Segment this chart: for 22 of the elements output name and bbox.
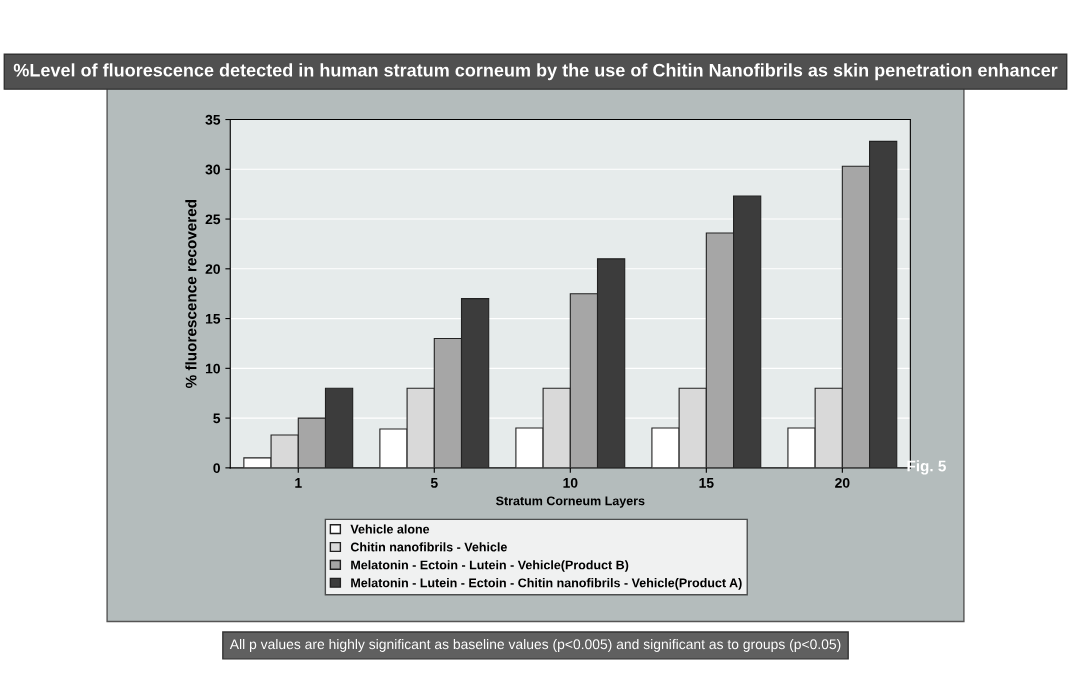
y-axis-title: % fluorescence recovered: [185, 200, 197, 388]
y-tick-label: 25: [205, 214, 221, 225]
y-tick-label: 30: [205, 164, 220, 175]
legend-label: Vehicle alone: [350, 524, 430, 534]
x-tick-label: 5: [430, 478, 438, 488]
x-axis-title: Stratum Corneum Layers: [496, 496, 645, 508]
x-tick-label: 10: [563, 477, 578, 488]
y-tick-label: 10: [205, 363, 220, 374]
x-tick-label: 20: [835, 477, 850, 488]
annotation: Fig. 5: [907, 460, 946, 475]
legend-label: Chitin nanofibrils - Vehicle: [350, 542, 507, 552]
y-tick-label: 35: [205, 114, 221, 125]
y-tick-label: 0: [213, 463, 220, 474]
y-tick-label: 15: [205, 314, 221, 324]
legend-label: Melatonin - Lutein - Ectoin - Chitin nanofibrils - Vehicle(Product A): [351, 578, 742, 590]
x-tick-label: 15: [699, 478, 714, 488]
legend-label: Melatonin - Ectoin - Lutein - Vehicle(Product B): [351, 560, 629, 572]
y-tick-label: 20: [205, 264, 220, 274]
y-tick-label: 5: [213, 413, 221, 424]
chart-title: %Level of fluorescence detected in human stratum corneum by the use of Chitin Nanofibrils as skin penetration enhancer: [13, 63, 1058, 81]
x-tick-label: 1: [295, 478, 302, 488]
text: All p values are highly significant as baseline values (p<0.005) and significant as to groups (p<0.05): [229, 638, 841, 652]
